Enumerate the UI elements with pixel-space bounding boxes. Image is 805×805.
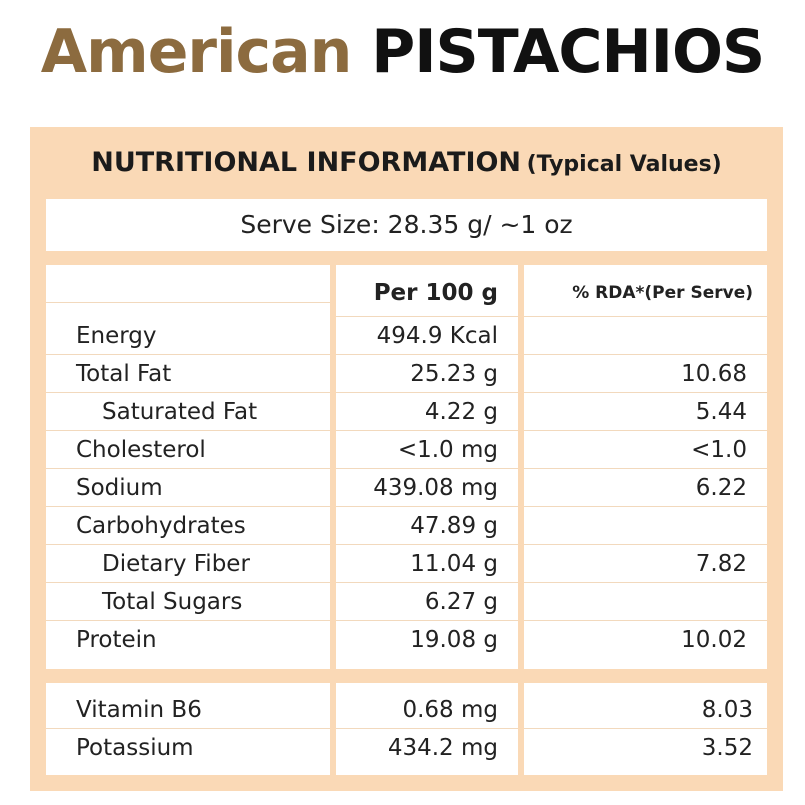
rda-header: % RDA*(Per Serve)	[524, 265, 767, 317]
per100-value: 25.23 g	[336, 355, 518, 393]
nutrition-heading: NUTRITIONAL INFORMATION (Typical Values)	[30, 147, 783, 178]
page-title: American PISTACHIOS	[0, 14, 805, 90]
per100-value: 439.08 mg	[336, 469, 518, 507]
per100-header: Per 100 g	[336, 265, 518, 317]
per100-value: 11.04 g	[336, 545, 518, 583]
nutrient-name: Dietary Fiber	[102, 551, 250, 577]
heading-main: NUTRITIONAL INFORMATION	[91, 147, 522, 178]
nutrient-row: Total Sugars	[46, 583, 330, 621]
mineral-per100-column: 0.68 mg 434.2 mg	[336, 683, 518, 775]
rda-value: 6.22	[524, 469, 767, 507]
nutrition-panel: NUTRITIONAL INFORMATION (Typical Values)…	[30, 127, 783, 791]
mineral-rda-value: 8.03	[524, 691, 767, 729]
nutrient-name: Total Fat	[76, 361, 172, 387]
nutrient-row: Energy	[46, 317, 330, 355]
rda-value	[524, 317, 767, 355]
nutrient-name-column: Energy Total Fat Saturated Fat Cholester…	[46, 265, 330, 669]
nutrient-name: Energy	[76, 323, 157, 349]
heading-sub: (Typical Values)	[526, 152, 722, 177]
mineral-per100-value: 0.68 mg	[336, 691, 518, 729]
nutrient-row: Protein	[46, 621, 330, 659]
header-blank	[46, 265, 330, 303]
rda-value: <1.0	[524, 431, 767, 469]
per100-value: 47.89 g	[336, 507, 518, 545]
per100-value: 19.08 g	[410, 627, 498, 653]
mineral-per100-value: 434.2 mg	[387, 735, 498, 761]
mineral-name-column: Vitamin B6 Potassium	[46, 683, 330, 775]
nutrient-row: Dietary Fiber	[46, 545, 330, 583]
mineral-name: Vitamin B6	[76, 697, 202, 723]
rda-value	[524, 507, 767, 545]
mineral-rda-column: 8.03 3.52	[524, 683, 767, 775]
nutrient-row: Cholesterol	[46, 431, 330, 469]
nutrient-name: Protein	[76, 627, 157, 653]
serve-size: Serve Size: 28.35 g/ ~1 oz	[46, 199, 767, 251]
nutrient-name: Sodium	[76, 475, 163, 501]
rda-column: % RDA*(Per Serve) 10.68 5.44 <1.0 6.22 7…	[524, 265, 767, 669]
nutrient-row: Saturated Fat	[46, 393, 330, 431]
rda-value: 7.82	[524, 545, 767, 583]
nutrient-name: Saturated Fat	[102, 399, 258, 425]
rda-value: 10.02	[681, 627, 747, 653]
mineral-rda-value: 3.52	[701, 735, 753, 761]
per100-column: Per 100 g 494.9 Kcal 25.23 g 4.22 g <1.0…	[336, 265, 518, 669]
mineral-row: Vitamin B6	[46, 691, 330, 729]
per100-value: 494.9 Kcal	[336, 317, 518, 355]
rda-value: 10.68	[524, 355, 767, 393]
per100-value: 4.22 g	[336, 393, 518, 431]
nutrient-name: Carbohydrates	[76, 513, 246, 539]
mineral-name: Potassium	[76, 735, 194, 761]
nutrient-row: Sodium	[46, 469, 330, 507]
per100-value: 6.27 g	[336, 583, 518, 621]
rda-value: 5.44	[524, 393, 767, 431]
mineral-row: Potassium	[46, 729, 330, 767]
title-product: PISTACHIOS	[371, 17, 765, 87]
nutrient-name: Cholesterol	[76, 437, 206, 463]
per100-value: <1.0 mg	[336, 431, 518, 469]
rda-value	[524, 583, 767, 621]
title-brand: American	[40, 17, 353, 87]
nutrient-row: Carbohydrates	[46, 507, 330, 545]
nutrient-name: Total Sugars	[102, 589, 243, 615]
nutrient-row: Total Fat	[46, 355, 330, 393]
